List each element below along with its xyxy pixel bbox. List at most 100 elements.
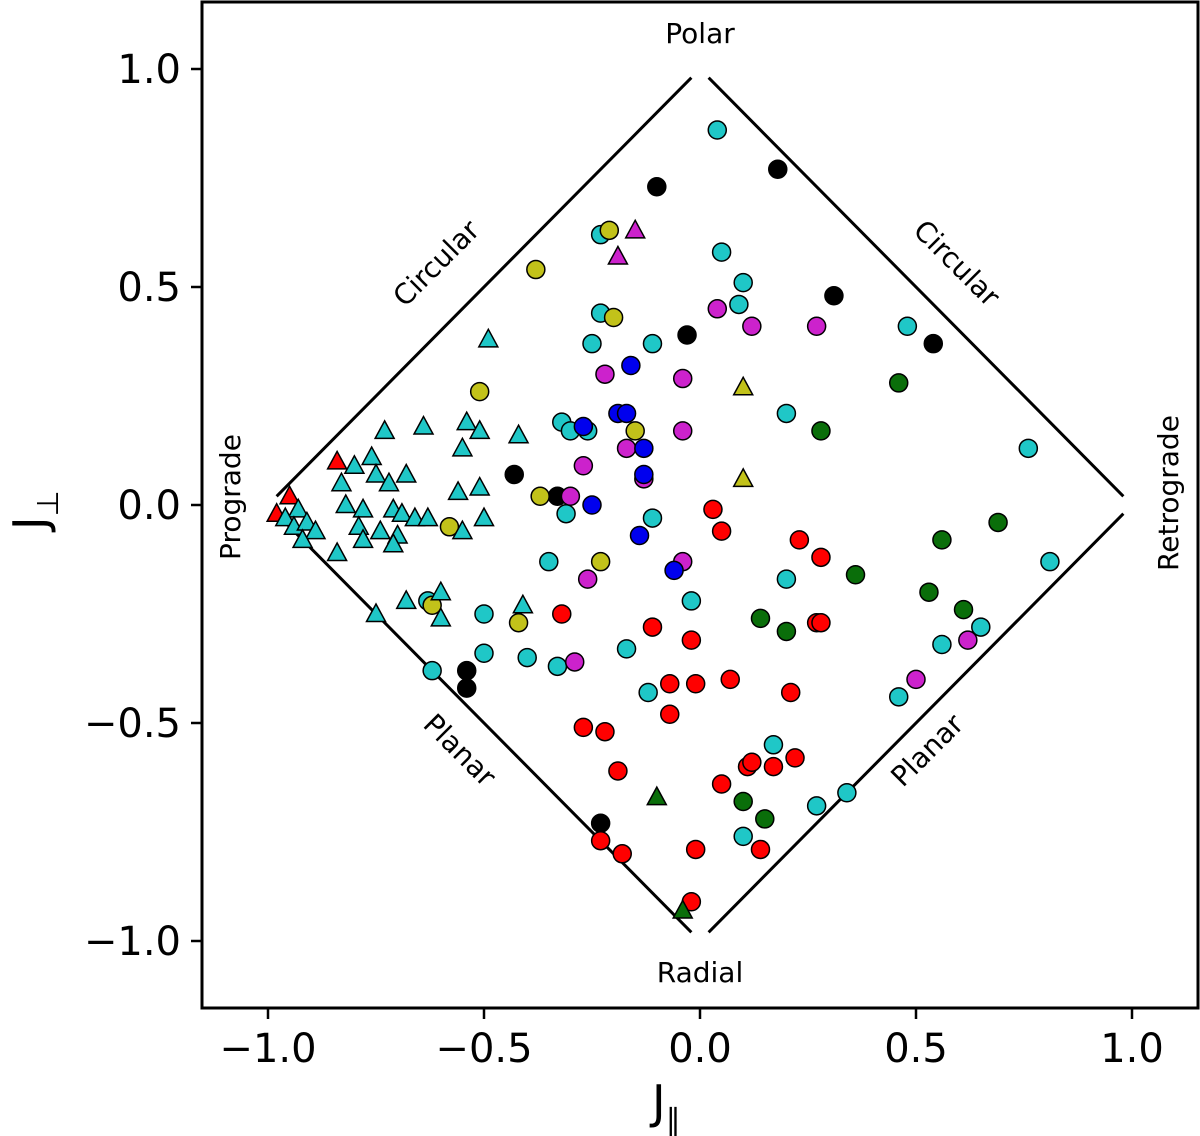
point-circle-black xyxy=(590,813,611,834)
point-circle-green xyxy=(750,608,771,629)
point-circle-blue xyxy=(634,438,654,459)
point-circle-red xyxy=(750,839,771,860)
point-circle-olive xyxy=(422,595,442,616)
data-points xyxy=(265,120,1060,919)
point-circle-magenta xyxy=(742,316,762,336)
point-circle-magenta xyxy=(595,364,615,384)
point-circle-cyan xyxy=(642,333,663,354)
point-circle-cyan xyxy=(1018,438,1039,459)
point-triangle-cyan xyxy=(412,414,435,435)
boundary-side-3 xyxy=(707,512,1125,934)
point-circle-magenta xyxy=(672,368,693,389)
point-circle-cyan xyxy=(711,242,732,262)
point-triangle-cyan xyxy=(404,506,426,527)
boundary-side-2 xyxy=(707,76,1125,498)
x-axis-label-subscript: ∥ xyxy=(666,1103,681,1136)
point-circle-cyan xyxy=(733,272,753,293)
point-triangle-cyan xyxy=(477,327,500,348)
point-circle-black xyxy=(456,678,477,698)
point-circle-black xyxy=(647,176,667,197)
point-circle-green xyxy=(953,599,974,620)
point-circle-green xyxy=(932,530,952,550)
point-circle-olive xyxy=(625,421,645,441)
point-circle-magenta xyxy=(707,299,728,319)
point-triangle-cyan xyxy=(334,493,357,514)
region-label-radial: Radial xyxy=(657,956,744,989)
point-circle-blue xyxy=(621,355,641,376)
point-circle-cyan xyxy=(763,735,784,755)
point-triangle-cyan xyxy=(360,445,383,466)
point-circle-cyan xyxy=(616,639,637,659)
point-circle-red xyxy=(552,604,572,624)
y-axis-label-main: J xyxy=(3,516,57,533)
point-circle-cyan xyxy=(638,682,658,703)
point-triangle-cyan xyxy=(395,462,418,483)
point-circle-magenta xyxy=(906,669,926,690)
point-triangle-olive xyxy=(732,467,754,488)
point-circle-cyan xyxy=(582,333,602,354)
point-triangle-cyan xyxy=(417,506,439,527)
point-circle-red xyxy=(720,669,740,690)
region-label-polar: Polar xyxy=(665,17,735,50)
point-circle-green xyxy=(888,373,909,393)
point-circle-green xyxy=(733,791,753,812)
point-triangle-cyan xyxy=(468,475,491,496)
point-circle-blue xyxy=(634,464,654,485)
point-circle-magenta xyxy=(806,316,827,336)
point-triangle-cyan xyxy=(507,423,530,444)
point-circle-red xyxy=(681,630,702,650)
point-circle-red xyxy=(590,830,611,851)
point-triangle-magenta xyxy=(607,244,629,265)
point-circle-red xyxy=(780,682,801,703)
point-triangle-cyan xyxy=(373,419,396,440)
point-circle-blue xyxy=(573,416,594,437)
point-circle-olive xyxy=(599,220,620,241)
x-tick-label: 0.5 xyxy=(884,1026,948,1072)
point-triangle-cyan xyxy=(365,462,387,483)
y-tick-label: −1.0 xyxy=(84,919,181,965)
point-circle-olive xyxy=(439,517,460,537)
point-circle-red xyxy=(642,617,663,637)
point-triangle-cyan xyxy=(369,519,392,540)
point-circle-black xyxy=(677,325,697,345)
x-axis-label-main: J xyxy=(649,1075,666,1129)
point-circle-red xyxy=(573,717,594,738)
y-tick-label: 0.5 xyxy=(117,265,181,311)
point-circle-red xyxy=(595,721,615,742)
point-circle-olive xyxy=(603,307,624,328)
point-triangle-red xyxy=(326,449,348,470)
point-circle-red xyxy=(742,752,762,772)
region-label-retrograde: Retrograde xyxy=(1152,415,1185,571)
point-triangle-cyan xyxy=(447,480,469,501)
point-triangle-cyan xyxy=(274,506,297,527)
point-circle-cyan xyxy=(971,617,991,637)
point-triangle-cyan xyxy=(430,606,452,627)
point-circle-black xyxy=(456,660,477,681)
point-circle-red xyxy=(685,674,706,694)
point-circle-blue xyxy=(616,403,637,424)
point-triangle-cyan xyxy=(512,593,534,614)
point-triangle-cyan xyxy=(365,602,387,623)
point-circle-blue xyxy=(629,525,650,546)
point-circle-red xyxy=(763,756,784,777)
point-triangle-cyan xyxy=(296,510,318,531)
point-circle-black xyxy=(768,159,788,180)
point-triangle-cyan xyxy=(391,502,413,522)
point-circle-green xyxy=(755,809,775,829)
point-circle-magenta xyxy=(958,630,978,650)
point-circle-magenta xyxy=(573,456,594,476)
point-triangle-cyan xyxy=(291,528,314,549)
point-circle-black xyxy=(824,285,844,306)
x-tick-label: −0.5 xyxy=(435,1026,532,1072)
point-circle-magenta xyxy=(616,438,637,459)
x-tick-label: 0.0 xyxy=(668,1026,732,1072)
point-triangle-cyan xyxy=(326,541,348,562)
point-circle-olive xyxy=(526,259,546,280)
point-circle-red xyxy=(711,521,732,541)
point-triangle-cyan xyxy=(304,519,327,540)
point-circle-cyan xyxy=(806,796,827,816)
point-circle-cyan xyxy=(707,120,728,140)
axis-ticks: −1.0 −0.5 0.0 0.5 1.0 1.0 0.5 0.0 −0.5 −1.0 xyxy=(84,47,1164,1072)
point-circle-cyan xyxy=(888,687,909,707)
